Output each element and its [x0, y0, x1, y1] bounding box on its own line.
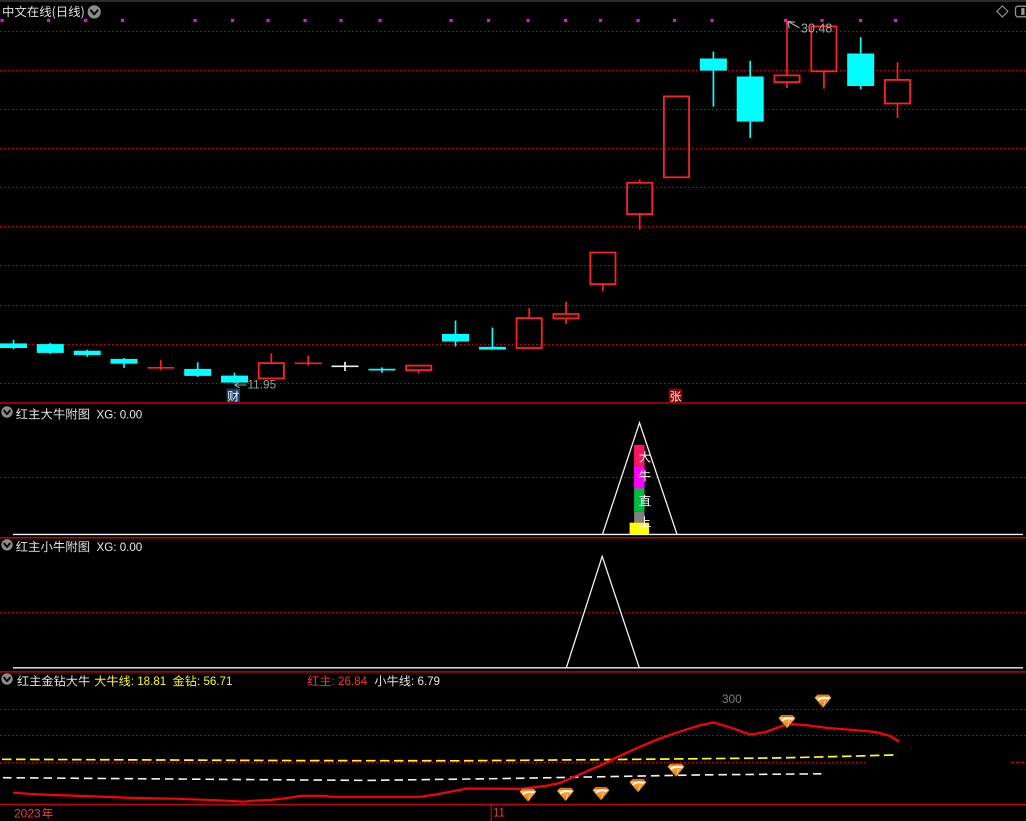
svg-text:300: 300 [722, 692, 742, 706]
svg-text:: 18.81: : 18.81 [131, 675, 166, 688]
svg-text:: 6.79: : 6.79 [411, 675, 440, 688]
svg-text:XG: 0.00: XG: 0.00 [97, 408, 143, 421]
svg-text:11.95: 11.95 [248, 377, 277, 391]
svg-text:11: 11 [493, 807, 505, 819]
svg-text:XG: 0.00: XG: 0.00 [97, 541, 143, 554]
svg-text:: 26.84: : 26.84 [332, 675, 368, 688]
svg-text:2023: 2023 [14, 807, 41, 821]
svg-text:: 56.71: : 56.71 [197, 675, 232, 688]
svg-text:30.48: 30.48 [801, 22, 832, 36]
